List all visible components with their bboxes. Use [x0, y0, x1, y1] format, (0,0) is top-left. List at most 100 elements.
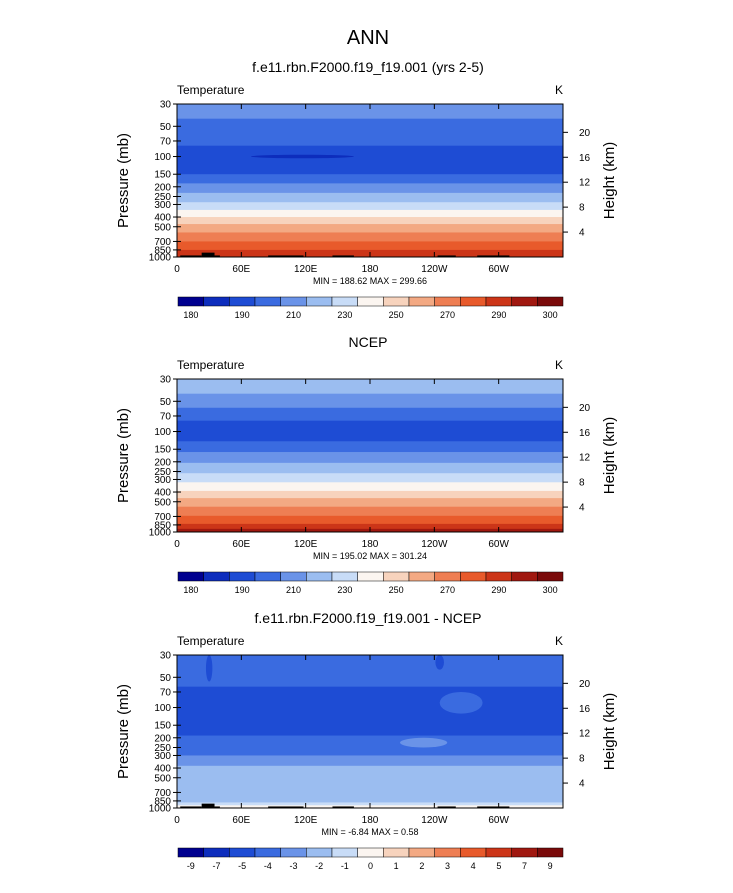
- colorbar-label: 250: [389, 310, 404, 320]
- contour-feature: [400, 737, 448, 748]
- colorbar-label: 5: [496, 861, 501, 871]
- units-label: K: [555, 83, 563, 97]
- x-tick-label: 60E: [232, 264, 250, 275]
- colorbar-label: 190: [235, 585, 250, 595]
- height-tick-label: 8: [579, 203, 585, 214]
- colorbar-label: 0: [368, 861, 373, 871]
- y-tick-label: 200: [154, 457, 171, 468]
- height-tick-label: 12: [579, 178, 591, 189]
- colorbar-swatch: [537, 296, 564, 307]
- x-tick-label: 0: [174, 264, 180, 275]
- colorbar-swatch: [203, 847, 230, 858]
- y-tick-label: 50: [160, 673, 172, 684]
- colorbar-swatch: [331, 847, 358, 858]
- colorbar-swatch: [511, 847, 538, 858]
- x-tick-label: 120E: [294, 264, 318, 275]
- colorbar-swatch: [229, 571, 256, 582]
- colorbar-swatch: [537, 571, 564, 582]
- contour-band: [177, 420, 563, 442]
- colorbar-swatch: [229, 296, 256, 307]
- colorbar-label: -5: [238, 861, 246, 871]
- y-tick-label: 1000: [149, 804, 172, 815]
- contour-feature: [439, 691, 483, 714]
- units-label: K: [555, 634, 563, 648]
- x-tick-label: 60W: [488, 264, 509, 275]
- contour-band: [177, 498, 563, 508]
- colorbar-label: 9: [548, 861, 553, 871]
- colorbar-swatch: [485, 571, 512, 582]
- y-tick-label: 300: [154, 751, 171, 762]
- height-tick-label: 4: [579, 228, 585, 239]
- colorbar-label: 180: [183, 585, 198, 595]
- colorbar-label: 290: [491, 585, 506, 595]
- contour-band: [177, 755, 563, 767]
- y-tick-label: 50: [160, 122, 172, 133]
- contour-band: [177, 686, 563, 737]
- y-tick-label: 850: [154, 245, 171, 256]
- colorbar-label: 190: [235, 310, 250, 320]
- colorbar-swatch: [408, 571, 435, 582]
- colorbar-swatch: [280, 571, 307, 582]
- y-tick-label: 700: [154, 237, 171, 248]
- colorbar-swatch: [357, 296, 384, 307]
- colorbar: 180 190 210 230 250 270 290 300: [177, 296, 564, 320]
- y-tick-label: 500: [154, 773, 171, 784]
- topography: [332, 806, 354, 808]
- panel-title: NCEP: [349, 334, 388, 350]
- units-label: K: [555, 358, 563, 372]
- contour-band: [177, 217, 563, 225]
- colorbar-label: 4: [471, 861, 476, 871]
- colorbar-swatch: [383, 296, 410, 307]
- y-tick-label: 850: [154, 796, 171, 807]
- colorbar-swatch: [254, 847, 281, 858]
- contour-band: [177, 192, 563, 203]
- topography: [214, 806, 220, 808]
- height-tick-label: 4: [579, 779, 585, 790]
- y-tick-label: 250: [154, 192, 171, 203]
- x-tick-label: 60W: [488, 539, 509, 550]
- colorbar: 180 190 210 230 250 270 290 300: [177, 571, 564, 595]
- contour-band: [177, 174, 563, 184]
- contour-band: [177, 145, 563, 175]
- colorbar-swatch: [280, 296, 307, 307]
- y-tick-label: 100: [154, 152, 171, 163]
- colorbar-swatch: [177, 571, 204, 582]
- contour-band: [177, 393, 563, 409]
- y-axis-label: Pressure (mb): [115, 408, 132, 503]
- y-tick-label: 1000: [149, 528, 172, 539]
- height-tick-label: 16: [579, 704, 591, 715]
- topography: [214, 255, 220, 257]
- y-tick-label: 250: [154, 467, 171, 478]
- contour-band: [177, 473, 563, 483]
- y-tick-label: 30: [160, 375, 172, 386]
- y-tick-label: 700: [154, 788, 171, 799]
- colorbar-swatch: [254, 296, 281, 307]
- x-tick-label: 120W: [421, 815, 448, 826]
- y-tick-label: 100: [154, 427, 171, 438]
- colorbar-label: 230: [337, 585, 352, 595]
- x-tick-label: 180: [362, 264, 379, 275]
- colorbar-label: 300: [543, 310, 558, 320]
- x-tick-label: 180: [362, 815, 379, 826]
- colorbar-swatch: [537, 847, 564, 858]
- y-tick-label: 850: [154, 520, 171, 531]
- topography: [268, 806, 304, 808]
- colorbar-label: 2: [419, 861, 424, 871]
- colorbar-swatch: [357, 571, 384, 582]
- x-tick-label: 120E: [294, 815, 318, 826]
- colorbar-label: -3: [289, 861, 297, 871]
- colorbar-swatch: [434, 571, 461, 582]
- height-tick-label: 16: [579, 428, 591, 439]
- x-tick-label: 120E: [294, 539, 318, 550]
- topography: [437, 806, 456, 808]
- y-tick-label: 300: [154, 475, 171, 486]
- height-tick-label: 8: [579, 754, 585, 765]
- right-axis-label: Height (km): [601, 142, 618, 220]
- y-tick-label: 400: [154, 488, 171, 499]
- height-tick-label: 20: [579, 679, 591, 690]
- x-tick-label: 0: [174, 815, 180, 826]
- chart-panel-1: f.e11.rbn.F2000.f19_f19.001 (yrs 2-5) Tem…: [115, 59, 618, 320]
- colorbar-swatch: [460, 847, 487, 858]
- contour-band: [177, 765, 563, 803]
